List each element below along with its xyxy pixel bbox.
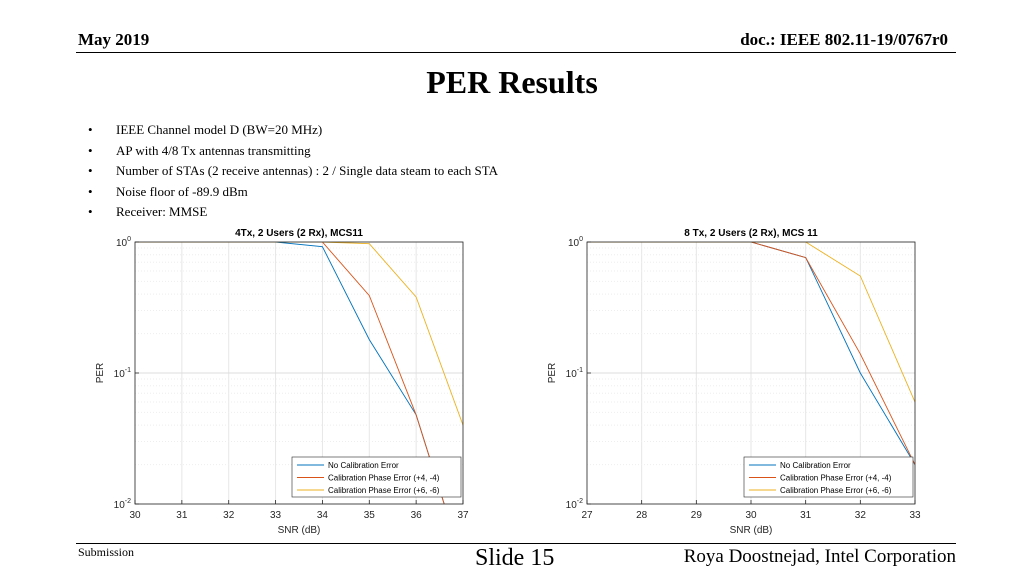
series-line [587,242,915,465]
chart-title: 4Tx, 2 Users (2 Rx), MCS11 [235,228,363,239]
series-line [135,242,445,504]
legend-entry: No Calibration Error [780,461,851,470]
y-tick-base: 10 [114,369,126,380]
legend-entry: Calibration Phase Error (+6, -6) [780,486,892,495]
y-axis-label: PER [95,363,106,384]
legend-entry: Calibration Phase Error (+4, -4) [328,474,440,483]
y-tick-exponent: 0 [579,236,583,243]
x-tick-label: 37 [457,510,469,521]
bullet-item: • Receiver: MMSE [88,202,498,223]
y-tick-exponent: -1 [125,367,131,374]
bullet-text: Noise floor of -89.9 dBm [116,183,248,199]
y-tick-exponent: -2 [577,498,583,505]
footer-submission: Submission [78,545,135,559]
bullet-item: • Number of STAs (2 receive antennas) : 2… [88,161,498,182]
y-tick-base: 10 [114,500,126,511]
y-axis-label: PER [547,363,558,384]
series-line [135,242,463,426]
bullet-item: • IEEE Channel model D (BW=20 MHz) [88,120,498,141]
header-doc-id: doc.: IEEE 802.11-19/0767r0 [740,30,948,49]
legend-entry: Calibration Phase Error (+4, -4) [780,474,892,483]
y-tick-label: 10-2 [566,498,583,511]
y-tick-base: 10 [568,238,580,249]
bullet-list: • IEEE Channel model D (BW=20 MHz) • AP wi… [88,120,498,223]
x-tick-label: 34 [317,510,329,521]
bullet-text: Receiver: MMSE [116,204,208,219]
series-lines [587,242,915,465]
series-line [135,242,445,504]
y-tick-exponent: -1 [577,367,583,374]
bullet-dot: • [88,122,93,137]
x-tick-label: 36 [411,510,423,521]
bullet-dot: • [88,183,93,199]
legend-entry: No Calibration Error [328,461,399,470]
x-tick-label: 33 [909,510,921,521]
bullet-item: • Noise floor of -89.9 dBm [88,182,498,203]
bullet-dot: • [88,142,93,158]
y-tick-base: 10 [566,369,578,380]
bullet-text: IEEE Channel model D (BW=20 MHz) [116,122,323,137]
x-tick-label: 27 [581,510,593,521]
slide-title: PER Results [426,64,598,100]
footer-rule [76,543,956,544]
y-tick-base: 10 [566,500,578,511]
x-tick-label: 30 [745,510,757,521]
legend-entry: Calibration Phase Error (+6, -6) [328,486,440,495]
legend: No Calibration Error Calibration Phase Er… [743,456,914,498]
y-tick-label: 10-1 [566,367,583,380]
y-tick-label: 100 [568,236,583,249]
y-tick-exponent: -2 [125,498,131,505]
header-rule [76,52,956,53]
y-tick-label: 100 [116,236,131,249]
x-axis-label: SNR (dB) [730,525,773,536]
x-tick-label: 35 [364,510,376,521]
x-tick-label: 33 [270,510,282,521]
series-lines [135,242,463,504]
legend: No Calibration Error Calibration Phase Er… [291,456,462,498]
y-tick-exponent: 0 [127,236,131,243]
bullet-dot: • [88,163,93,178]
y-tick-base: 10 [116,238,128,249]
header-date: May 2019 [78,30,150,49]
x-axis-label: SNR (dB) [278,525,321,536]
series-line [587,242,915,465]
bullet-dot: • [88,204,93,219]
x-tick-label: 31 [176,510,188,521]
bullet-item: • AP with 4/8 Tx antennas transmitting [88,141,498,162]
bullet-text: AP with 4/8 Tx antennas transmitting [116,142,311,158]
x-tick-label: 32 [223,510,235,521]
y-tick-label: 10-1 [114,367,131,380]
x-tick-label: 30 [129,510,141,521]
chart-title: 8 Tx, 2 Users (2 Rx), MCS 11 [684,228,818,239]
slide-number: Slide 15 [475,545,555,571]
x-tick-label: 31 [800,510,812,521]
footer-author: Roya Doostnejad, Intel Corporation [683,546,956,567]
x-tick-label: 28 [636,510,648,521]
x-tick-label: 32 [855,510,867,521]
series-line [587,242,915,403]
x-tick-label: 29 [691,510,703,521]
bullet-text: Number of STAs (2 receive antennas) : 2 … [116,163,499,178]
y-tick-label: 10-2 [114,498,131,511]
